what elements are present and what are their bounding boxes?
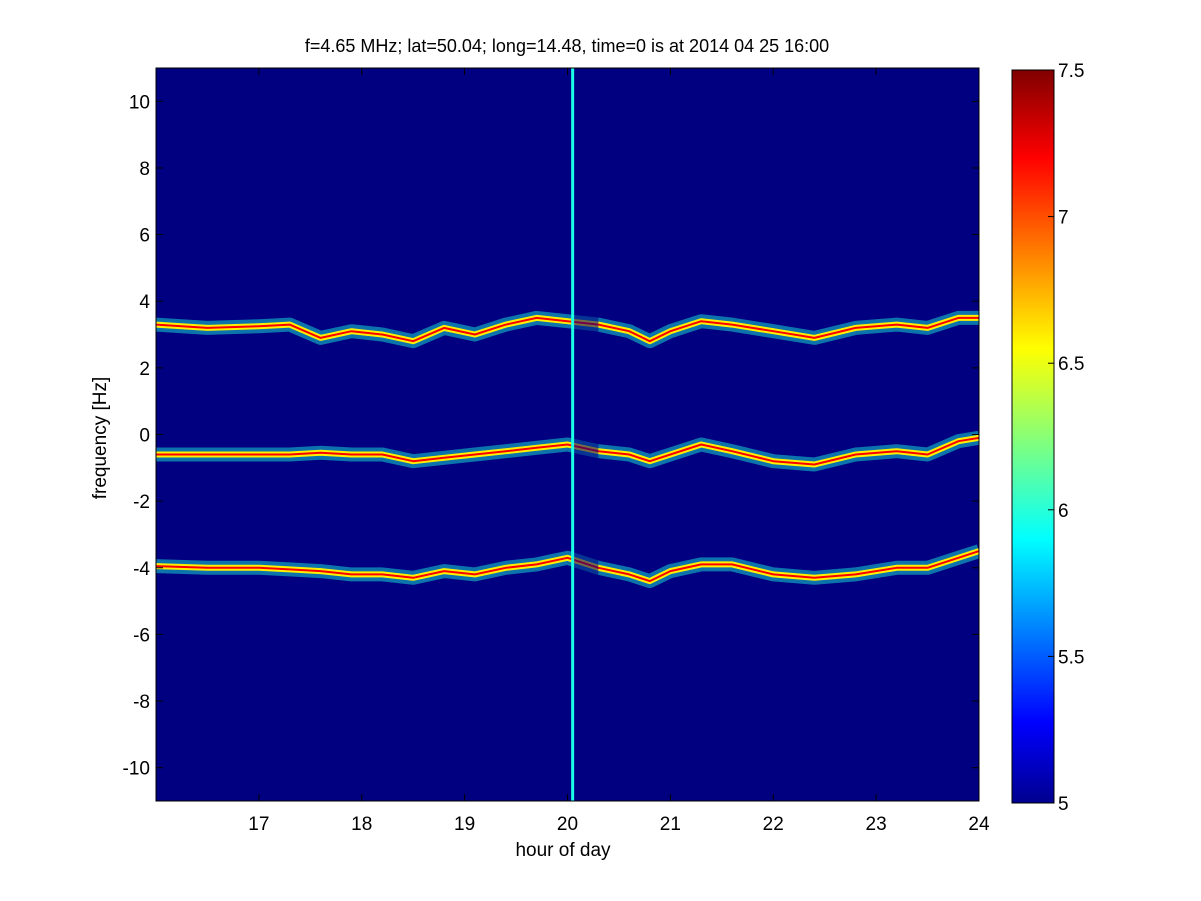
- colorbar-tick-label: 5.5: [1058, 647, 1084, 668]
- x-axis-label: hour of day: [515, 840, 611, 861]
- y-axis-label: frequency [Hz]: [90, 377, 111, 500]
- colorbar-tick-label: 7.5: [1058, 61, 1084, 82]
- y-tick-label: -10: [123, 759, 150, 780]
- colorbar-axis: 5 5.5 6 6.5 7 7.5: [1048, 61, 1084, 815]
- y-axis: -10 -8 -6 -4 -2 0 2 4 6 8 10: [123, 92, 979, 780]
- x-tick-label: 22: [763, 814, 784, 835]
- y-tick-label: -2: [133, 492, 150, 513]
- y-tick-label: 6: [139, 226, 150, 247]
- x-tick-label: 24: [968, 814, 990, 835]
- x-axis: 17 18 19 20 21 22 23 24: [248, 68, 990, 835]
- y-tick-label: -4: [133, 559, 150, 580]
- colorbar-tick-label: 6: [1058, 501, 1069, 522]
- heatmap-background: [156, 68, 979, 801]
- chart-title: f=4.65 MHz; lat=50.04; long=14.48, time=…: [305, 36, 829, 56]
- y-tick-label: 0: [139, 426, 150, 447]
- y-tick-label: 2: [139, 359, 150, 380]
- data-gap: [572, 68, 599, 801]
- x-tick-label: 17: [248, 814, 269, 835]
- x-tick-label: 23: [866, 814, 887, 835]
- colorbar-tick-label: 6.5: [1058, 354, 1084, 375]
- y-tick-label: -6: [133, 625, 150, 646]
- y-tick-label: -8: [133, 692, 150, 713]
- colorbar-tick-label: 5: [1058, 794, 1069, 815]
- y-tick-label: 8: [139, 159, 150, 180]
- y-tick-label: 4: [139, 292, 150, 313]
- x-tick-label: 19: [454, 814, 475, 835]
- colorbar: [1011, 69, 1055, 804]
- plot-marks: [156, 68, 979, 801]
- y-tick-label: 10: [129, 92, 150, 113]
- colorbar-tick-label: 7: [1058, 208, 1069, 229]
- x-tick-label: 21: [660, 814, 681, 835]
- x-tick-label: 18: [351, 814, 372, 835]
- x-tick-label: 20: [557, 814, 578, 835]
